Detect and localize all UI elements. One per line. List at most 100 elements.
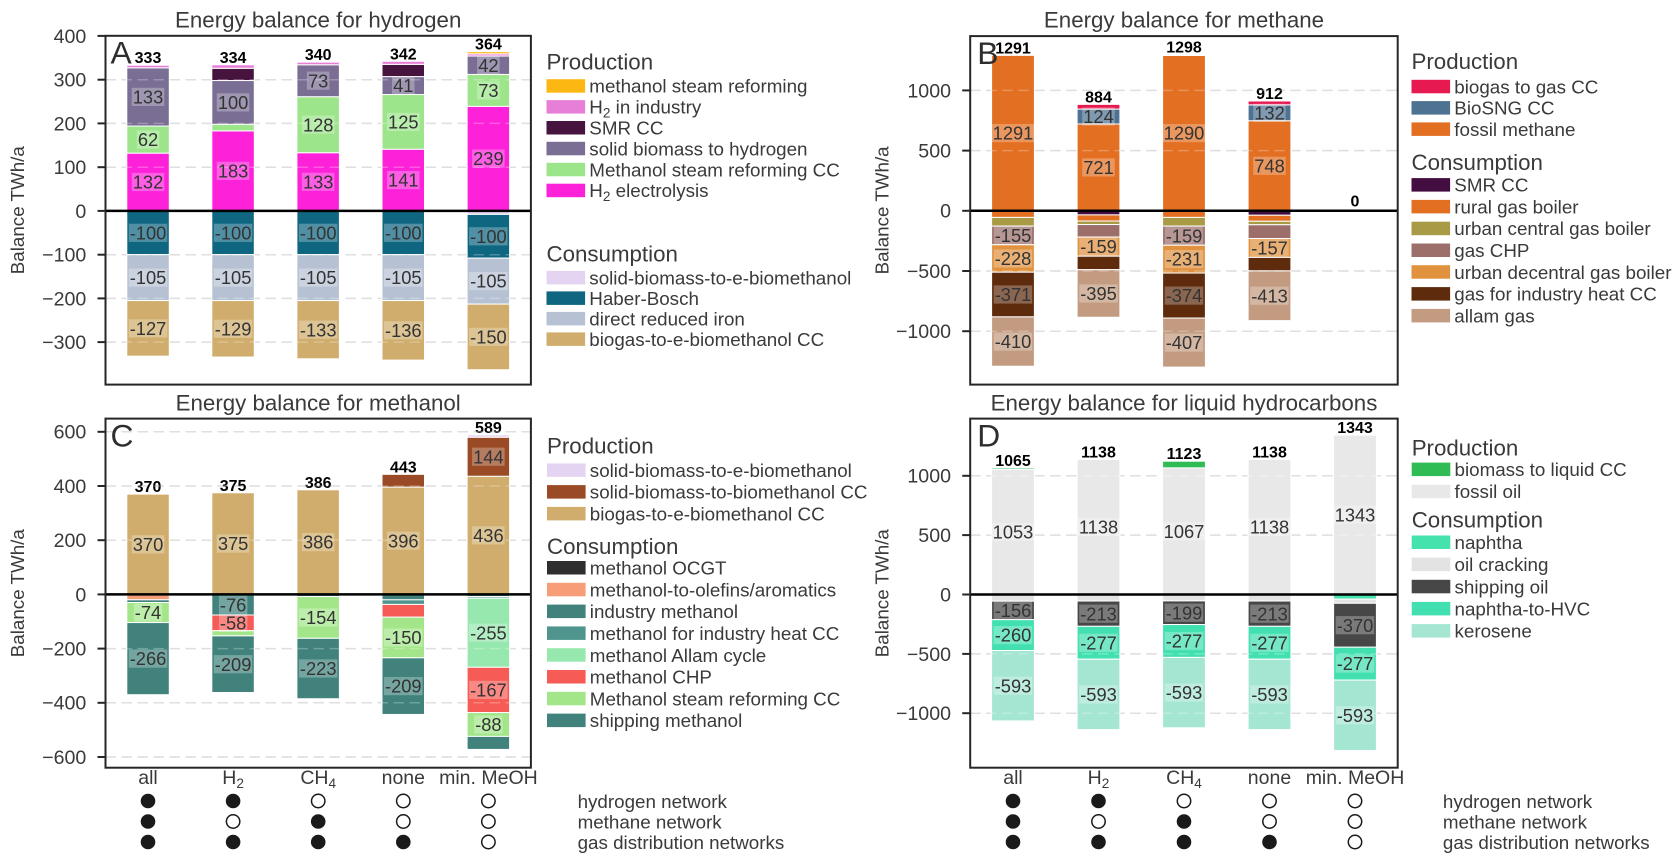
svg-text:-154: -154 xyxy=(300,607,337,628)
svg-text:Balance TWh/a: Balance TWh/a xyxy=(7,146,28,275)
svg-text:364: 364 xyxy=(475,37,502,54)
svg-text:333: 333 xyxy=(135,50,162,67)
svg-text:400: 400 xyxy=(54,476,87,498)
svg-text:-260: -260 xyxy=(995,625,1032,646)
svg-text:1343: 1343 xyxy=(1335,504,1376,525)
svg-text:-213: -213 xyxy=(1080,603,1117,624)
svg-text:183: 183 xyxy=(218,161,249,182)
svg-text:1290: 1290 xyxy=(1164,123,1205,144)
svg-text:-277: -277 xyxy=(1337,653,1374,674)
svg-text:-593: -593 xyxy=(995,675,1032,696)
svg-text:375: 375 xyxy=(220,478,247,495)
svg-text:-159: -159 xyxy=(1166,225,1203,246)
svg-text:0: 0 xyxy=(1351,193,1360,210)
svg-text:-410: -410 xyxy=(995,331,1032,352)
svg-text:-156: -156 xyxy=(995,600,1032,621)
svg-text:-150: -150 xyxy=(470,327,507,348)
svg-text:1343: 1343 xyxy=(1337,420,1373,437)
svg-text:370: 370 xyxy=(135,479,162,496)
svg-text:500: 500 xyxy=(918,141,951,163)
svg-text:-74: -74 xyxy=(135,602,161,623)
svg-text:42: 42 xyxy=(478,55,498,76)
svg-text:1000: 1000 xyxy=(907,80,951,102)
svg-text:direct reduced iron: direct reduced iron xyxy=(589,308,745,329)
svg-text:-370: -370 xyxy=(1337,615,1374,636)
svg-text:-199: -199 xyxy=(1166,602,1203,623)
svg-text:C: C xyxy=(111,417,134,453)
svg-text:-157: -157 xyxy=(1251,238,1288,259)
svg-text:CH4: CH4 xyxy=(300,767,336,791)
svg-text:none: none xyxy=(382,767,425,789)
svg-text:-371: -371 xyxy=(995,284,1032,305)
svg-text:-100: -100 xyxy=(130,222,167,243)
svg-text:340: 340 xyxy=(305,47,332,64)
svg-text:all: all xyxy=(1003,767,1023,789)
svg-text:400: 400 xyxy=(54,26,87,48)
svg-text:all: all xyxy=(138,767,158,789)
svg-text:−300: −300 xyxy=(42,332,86,354)
svg-text:-209: -209 xyxy=(385,676,422,697)
svg-text:−500: −500 xyxy=(907,644,951,666)
svg-text:-105: -105 xyxy=(130,267,167,288)
svg-text:-374: -374 xyxy=(1166,285,1203,306)
svg-text:gas distribution networks: gas distribution networks xyxy=(1443,832,1650,853)
svg-text:-105: -105 xyxy=(385,267,422,288)
svg-text:300: 300 xyxy=(54,70,87,92)
svg-text:342: 342 xyxy=(390,46,417,63)
svg-text:141: 141 xyxy=(388,170,419,191)
svg-text:industry methanol: industry methanol xyxy=(590,601,738,622)
svg-text:shipping methanol: shipping methanol xyxy=(590,710,742,731)
svg-text:Consumption: Consumption xyxy=(547,241,678,266)
svg-text:Haber-Bosch: Haber-Bosch xyxy=(589,288,699,309)
svg-text:rural gas boiler: rural gas boiler xyxy=(1454,196,1578,217)
svg-text:-105: -105 xyxy=(470,271,507,292)
svg-text:-150: -150 xyxy=(385,627,422,648)
svg-text:Production: Production xyxy=(547,433,654,458)
svg-text:−1000: −1000 xyxy=(896,321,951,343)
svg-text:334: 334 xyxy=(220,50,247,67)
svg-text:1067: 1067 xyxy=(1164,521,1205,542)
svg-text:589: 589 xyxy=(475,420,502,437)
svg-text:100: 100 xyxy=(218,92,249,113)
svg-text:Production: Production xyxy=(1412,49,1519,74)
svg-text:200: 200 xyxy=(54,530,87,552)
svg-text:biomass to liquid CC: biomass to liquid CC xyxy=(1455,459,1627,480)
svg-text:73: 73 xyxy=(308,70,328,91)
svg-text:-136: -136 xyxy=(385,320,422,341)
svg-text:oil cracking: oil cracking xyxy=(1455,554,1549,575)
svg-text:-209: -209 xyxy=(215,654,252,675)
svg-text:−200: −200 xyxy=(42,639,86,661)
svg-text:Balance TWh/a: Balance TWh/a xyxy=(872,529,893,658)
svg-text:500: 500 xyxy=(918,525,951,547)
svg-text:100: 100 xyxy=(54,157,87,179)
svg-text:-159: -159 xyxy=(1080,236,1117,257)
svg-text:-593: -593 xyxy=(1337,705,1374,726)
svg-text:884: 884 xyxy=(1085,89,1112,106)
svg-text:Energy balance for liquid hydr: Energy balance for liquid hydrocarbons xyxy=(991,390,1378,415)
svg-text:A: A xyxy=(111,35,133,71)
svg-text:D: D xyxy=(977,418,1000,454)
svg-text:methane network: methane network xyxy=(1443,811,1588,832)
svg-text:-277: -277 xyxy=(1166,631,1203,652)
svg-text:naphtha-to-HVC: naphtha-to-HVC xyxy=(1455,599,1591,620)
svg-text:-105: -105 xyxy=(215,267,252,288)
svg-text:Energy balance for methane: Energy balance for methane xyxy=(1044,8,1324,33)
svg-text:-133: -133 xyxy=(300,319,337,340)
svg-text:443: 443 xyxy=(390,459,417,476)
svg-text:-213: -213 xyxy=(1251,603,1288,624)
svg-text:-593: -593 xyxy=(1251,684,1288,705)
svg-text:-100: -100 xyxy=(470,226,507,247)
svg-text:-395: -395 xyxy=(1080,283,1117,304)
svg-text:hydrogen network: hydrogen network xyxy=(1443,791,1593,812)
svg-text:128: 128 xyxy=(303,114,334,135)
svg-text:min. MeOH: min. MeOH xyxy=(1306,767,1405,789)
svg-text:600: 600 xyxy=(54,422,87,444)
svg-text:-105: -105 xyxy=(300,267,337,288)
svg-text:0: 0 xyxy=(75,584,86,606)
svg-text:SMR CC: SMR CC xyxy=(1454,175,1528,196)
svg-text:133: 133 xyxy=(133,87,164,108)
svg-text:methanol CHP: methanol CHP xyxy=(590,667,712,688)
svg-text:132: 132 xyxy=(133,172,164,193)
svg-text:721: 721 xyxy=(1083,157,1114,178)
svg-text:fossil methane: fossil methane xyxy=(1454,119,1575,140)
